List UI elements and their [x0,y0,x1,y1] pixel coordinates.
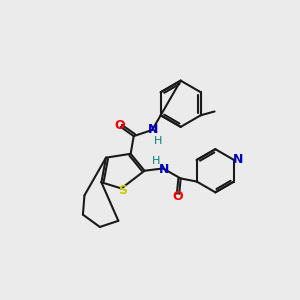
Text: H: H [154,136,163,146]
Text: S: S [118,184,127,197]
Text: N: N [159,163,169,176]
Text: O: O [115,119,125,132]
Text: O: O [172,190,183,203]
Text: N: N [233,154,243,166]
Text: N: N [148,123,158,136]
Text: H: H [152,156,160,166]
